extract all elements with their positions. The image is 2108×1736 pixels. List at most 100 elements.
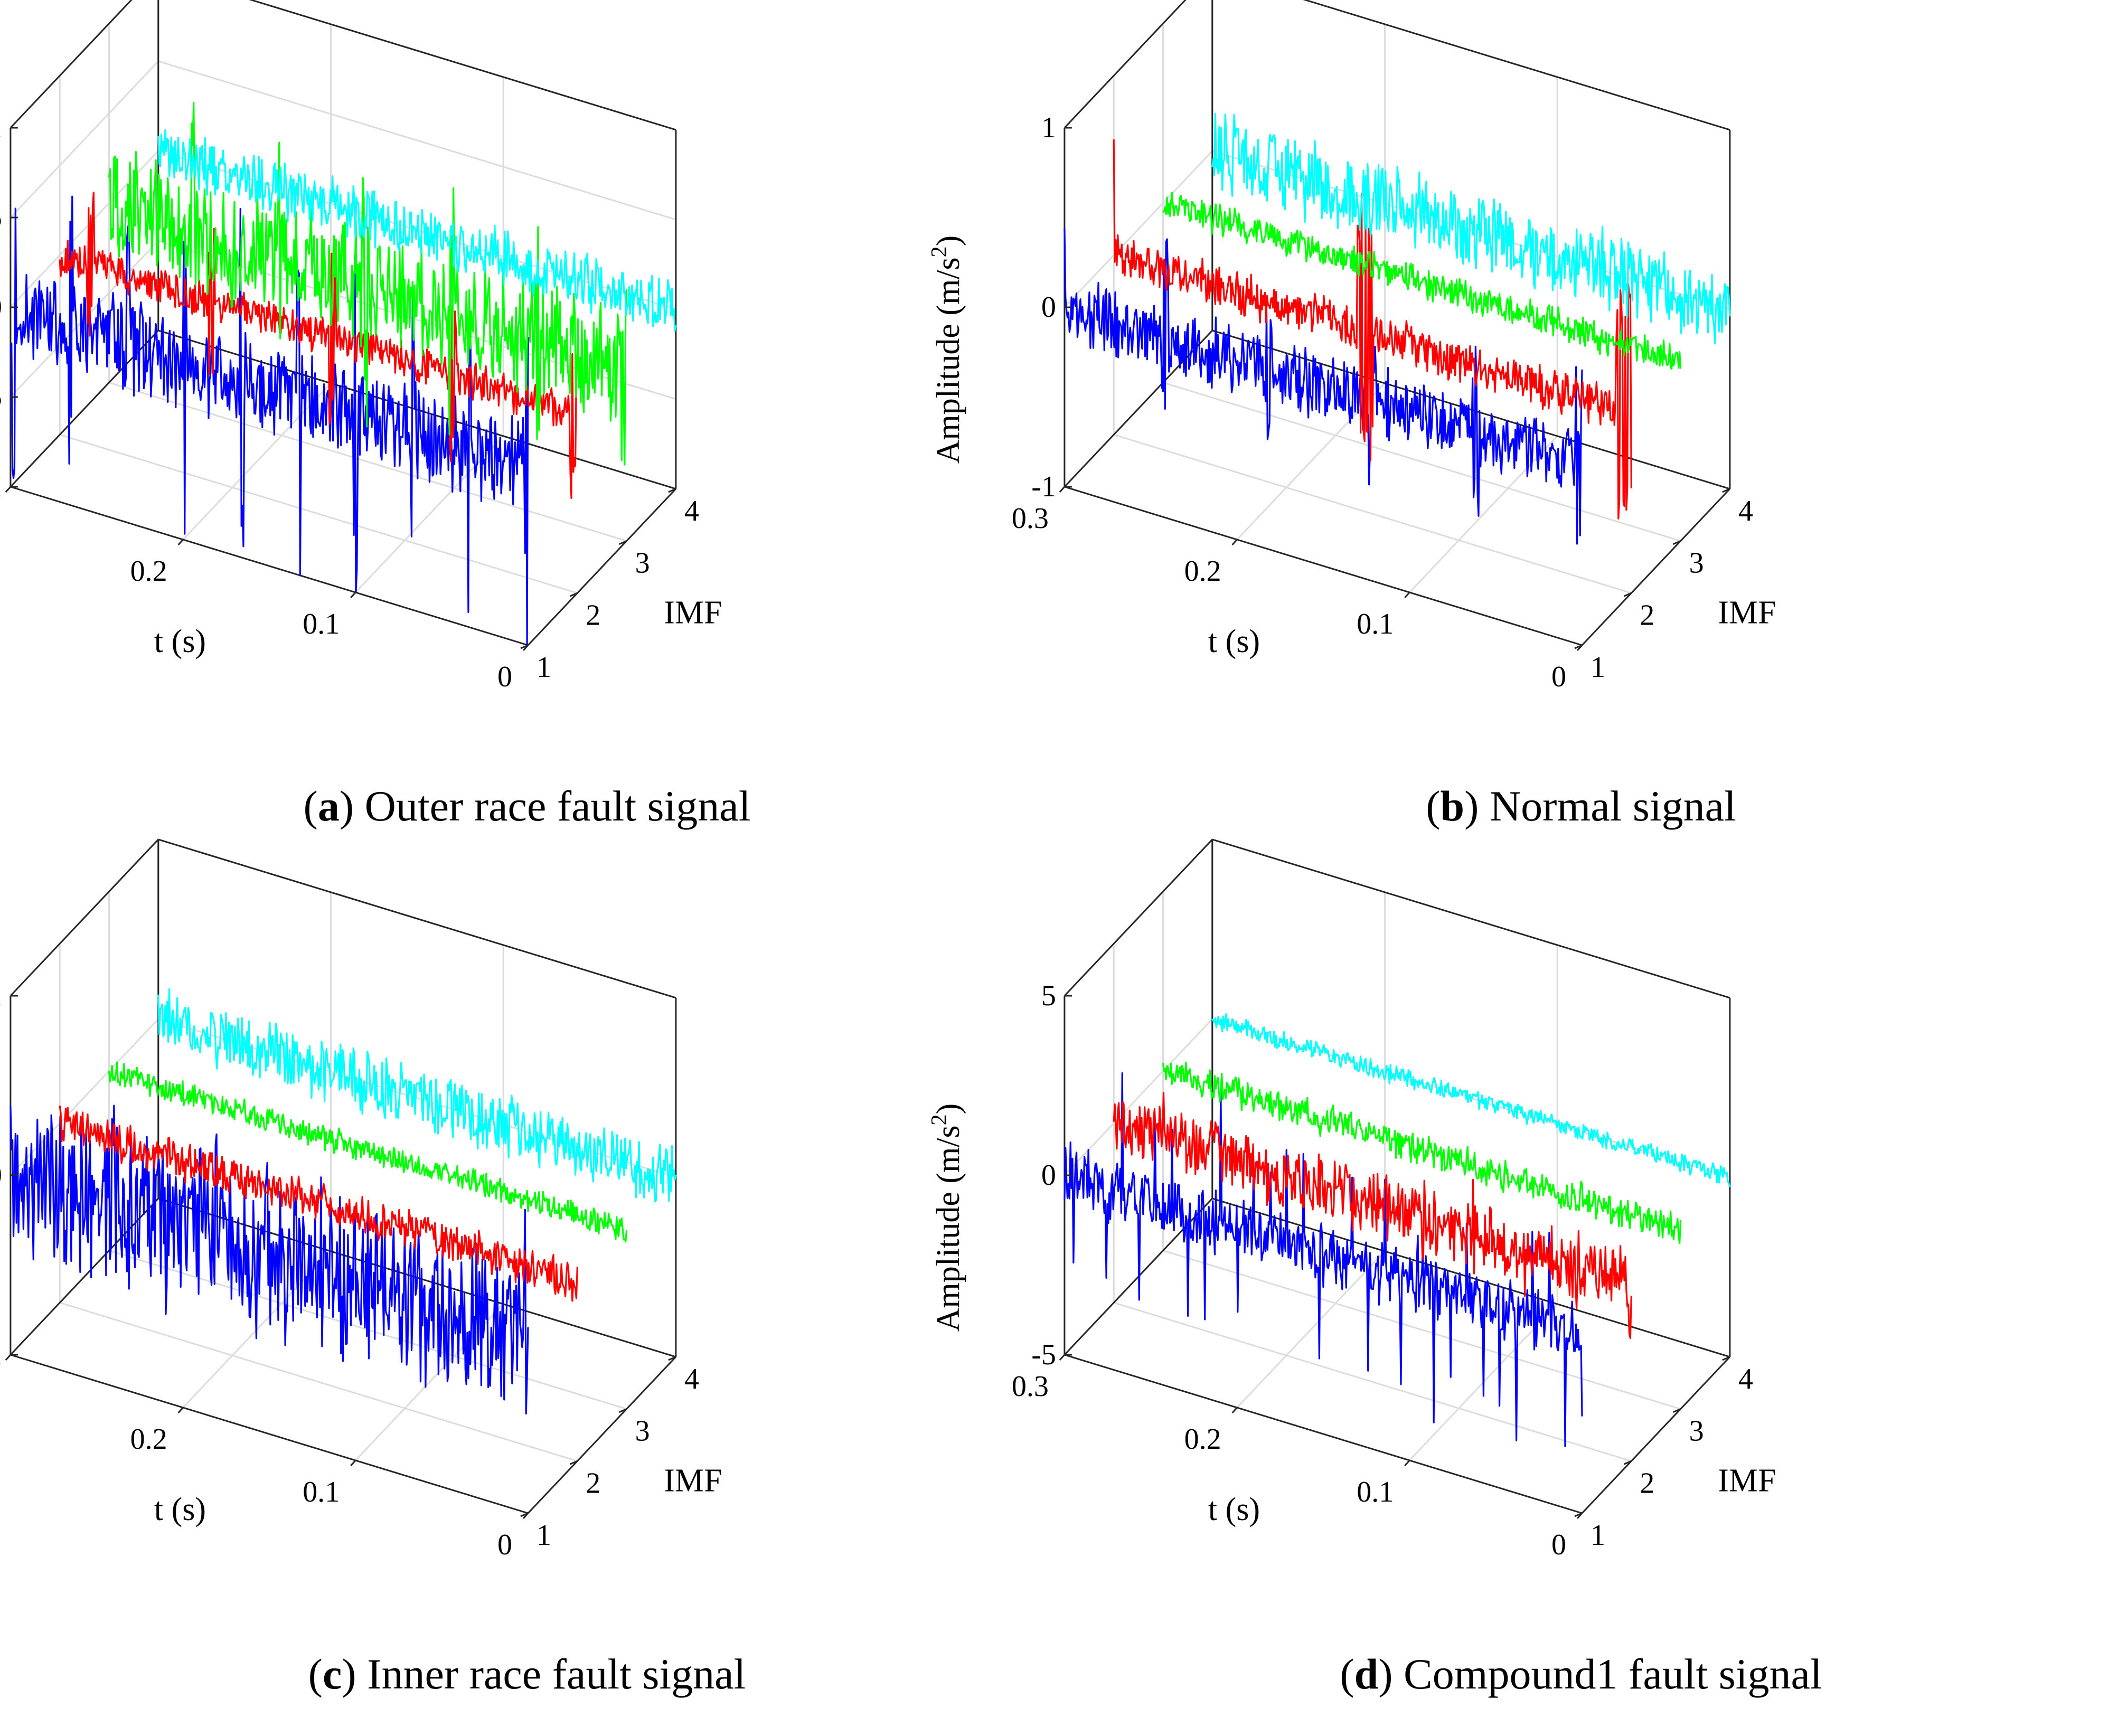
axis-edge [10, 1354, 529, 1514]
grid-z [1064, 0, 1730, 131]
series-imf2 [59, 192, 578, 499]
imf-tick-mark [520, 1512, 529, 1517]
imf-tick-mark [1574, 1512, 1583, 1517]
z-axis-label-main: Amplitude (m/s [930, 257, 966, 464]
imf-tick-mark [1574, 644, 1583, 649]
t-axis-label: t (s) [1208, 624, 1260, 659]
caption-d-letter: d [1354, 1650, 1379, 1698]
grid-imf [1211, 0, 1730, 490]
axis-edge [10, 486, 529, 646]
t-tick-mark [350, 591, 356, 599]
t-tick-label: 0.1 [303, 608, 340, 640]
imf-tick-label: 2 [586, 1467, 600, 1499]
t-tick-mark [1231, 1407, 1238, 1414]
imf-tick-mark [569, 1460, 578, 1465]
imf-tick-mark [1673, 540, 1681, 545]
t-tick-label: 0.3 [1012, 1370, 1049, 1403]
grid-d [1064, 838, 1731, 1514]
imf-axis-label: IMF [1718, 1463, 1776, 1498]
imf-tick-label: 2 [586, 599, 600, 631]
series-imf3 [108, 1061, 628, 1243]
axis-edge [1212, 1197, 1730, 1358]
caption-a-letter: a [317, 782, 340, 830]
imf-tick-mark [668, 1356, 676, 1361]
series-imf2 [1113, 1091, 1632, 1339]
grid-t [1236, 892, 1386, 1409]
axis-edge [10, 838, 159, 997]
t-tick-mark [1231, 539, 1238, 546]
imf-tick-label: 3 [1689, 1415, 1704, 1448]
series-imf4 [1211, 112, 1731, 344]
caption-a-text: Outer race fault signal [364, 782, 751, 830]
z-axis-label: Amplitude (m/s2) [927, 235, 966, 464]
z-tick-label: 1 [0, 979, 2, 1012]
imf-tick-label: 4 [684, 495, 699, 527]
axis-edge [1064, 329, 1213, 488]
imf-tick-label: 3 [635, 547, 650, 580]
series-imf1 [1064, 228, 1583, 545]
t-tick-label: 0.2 [130, 555, 167, 588]
axis-edge [1064, 0, 1187, 129]
grid-t [10, 0, 159, 488]
imf-tick-label: 4 [1738, 1363, 1753, 1395]
axis-edge [1064, 1354, 1583, 1514]
t-tick-mark [350, 1459, 356, 1467]
labels-d: -5 0 5 0 0.1 0.2 0.3 1 2 3 4 t (s) IMF Amplitude (m/s… [927, 979, 1776, 1561]
t-tick-mark [1059, 486, 1066, 493]
chart-d: -5 0 5 0 0.1 0.2 0.3 1 2 3 4 t (s) IMF Amplitude (m/s… [927, 838, 1776, 1561]
t-tick-mark [1404, 591, 1410, 599]
grid-c [10, 838, 677, 1514]
z-tick-label: 0.5 [0, 201, 2, 234]
t-tick-label: 0.1 [1357, 1476, 1394, 1508]
z-tick-label: -1 [0, 1338, 2, 1371]
z-tick-label: 0 [1041, 1159, 1056, 1192]
imf-tick-mark [1623, 592, 1632, 597]
series-imf3 [1162, 1061, 1682, 1244]
t-tick-mark [1059, 1354, 1066, 1361]
caption-c-letter: c [322, 1650, 342, 1698]
t-tick-mark [177, 1407, 184, 1414]
axis-edge [527, 488, 676, 646]
caption-d-text: Compound1 fault signal [1404, 1650, 1822, 1698]
series-imf1 [1064, 1072, 1583, 1447]
imf-tick-label: 3 [1689, 547, 1704, 580]
z-tick-label: 0 [1041, 291, 1056, 324]
z-tick-label: 1 [1041, 111, 1056, 144]
z-tick-label: 0 [0, 291, 2, 324]
z-axis-label-sup: 2 [927, 246, 952, 257]
t-tick-label: 0 [497, 1529, 512, 1561]
axis-edge [1303, 0, 1730, 131]
series-imf4 [157, 988, 677, 1203]
z-tick-label: 5 [1041, 979, 1056, 1012]
caption-b-text: Normal signal [1489, 782, 1736, 830]
imf-tick-mark [1673, 1408, 1681, 1413]
t-axis-label: t (s) [1208, 1492, 1260, 1527]
axis-edge [527, 1356, 676, 1514]
imf-tick-mark [1722, 488, 1730, 493]
axis-edge [1064, 838, 1213, 997]
t-tick-mark [5, 1354, 12, 1361]
z-axis-label-main: Amplitude (m/s [930, 1125, 966, 1332]
imf-tick-mark [619, 1408, 627, 1413]
axis-edge [1212, 838, 1730, 999]
t-axis-label: t (s) [154, 1492, 206, 1527]
imf-tick-mark [1623, 1460, 1632, 1465]
axes-c [10, 838, 677, 1514]
imf-axis-label: IMF [664, 595, 722, 630]
caption-a: (a) Outer race fault signal [303, 782, 751, 830]
imf-tick-mark [569, 592, 578, 597]
imf-axis-label: IMF [1718, 595, 1776, 630]
t-tick-mark [1404, 1459, 1410, 1467]
series-imf2 [59, 1105, 578, 1302]
t-tick-label: 0 [497, 661, 512, 693]
grid-t [1064, 0, 1213, 488]
axis-edge [249, 0, 676, 131]
t-axis-label: t (s) [154, 624, 206, 659]
